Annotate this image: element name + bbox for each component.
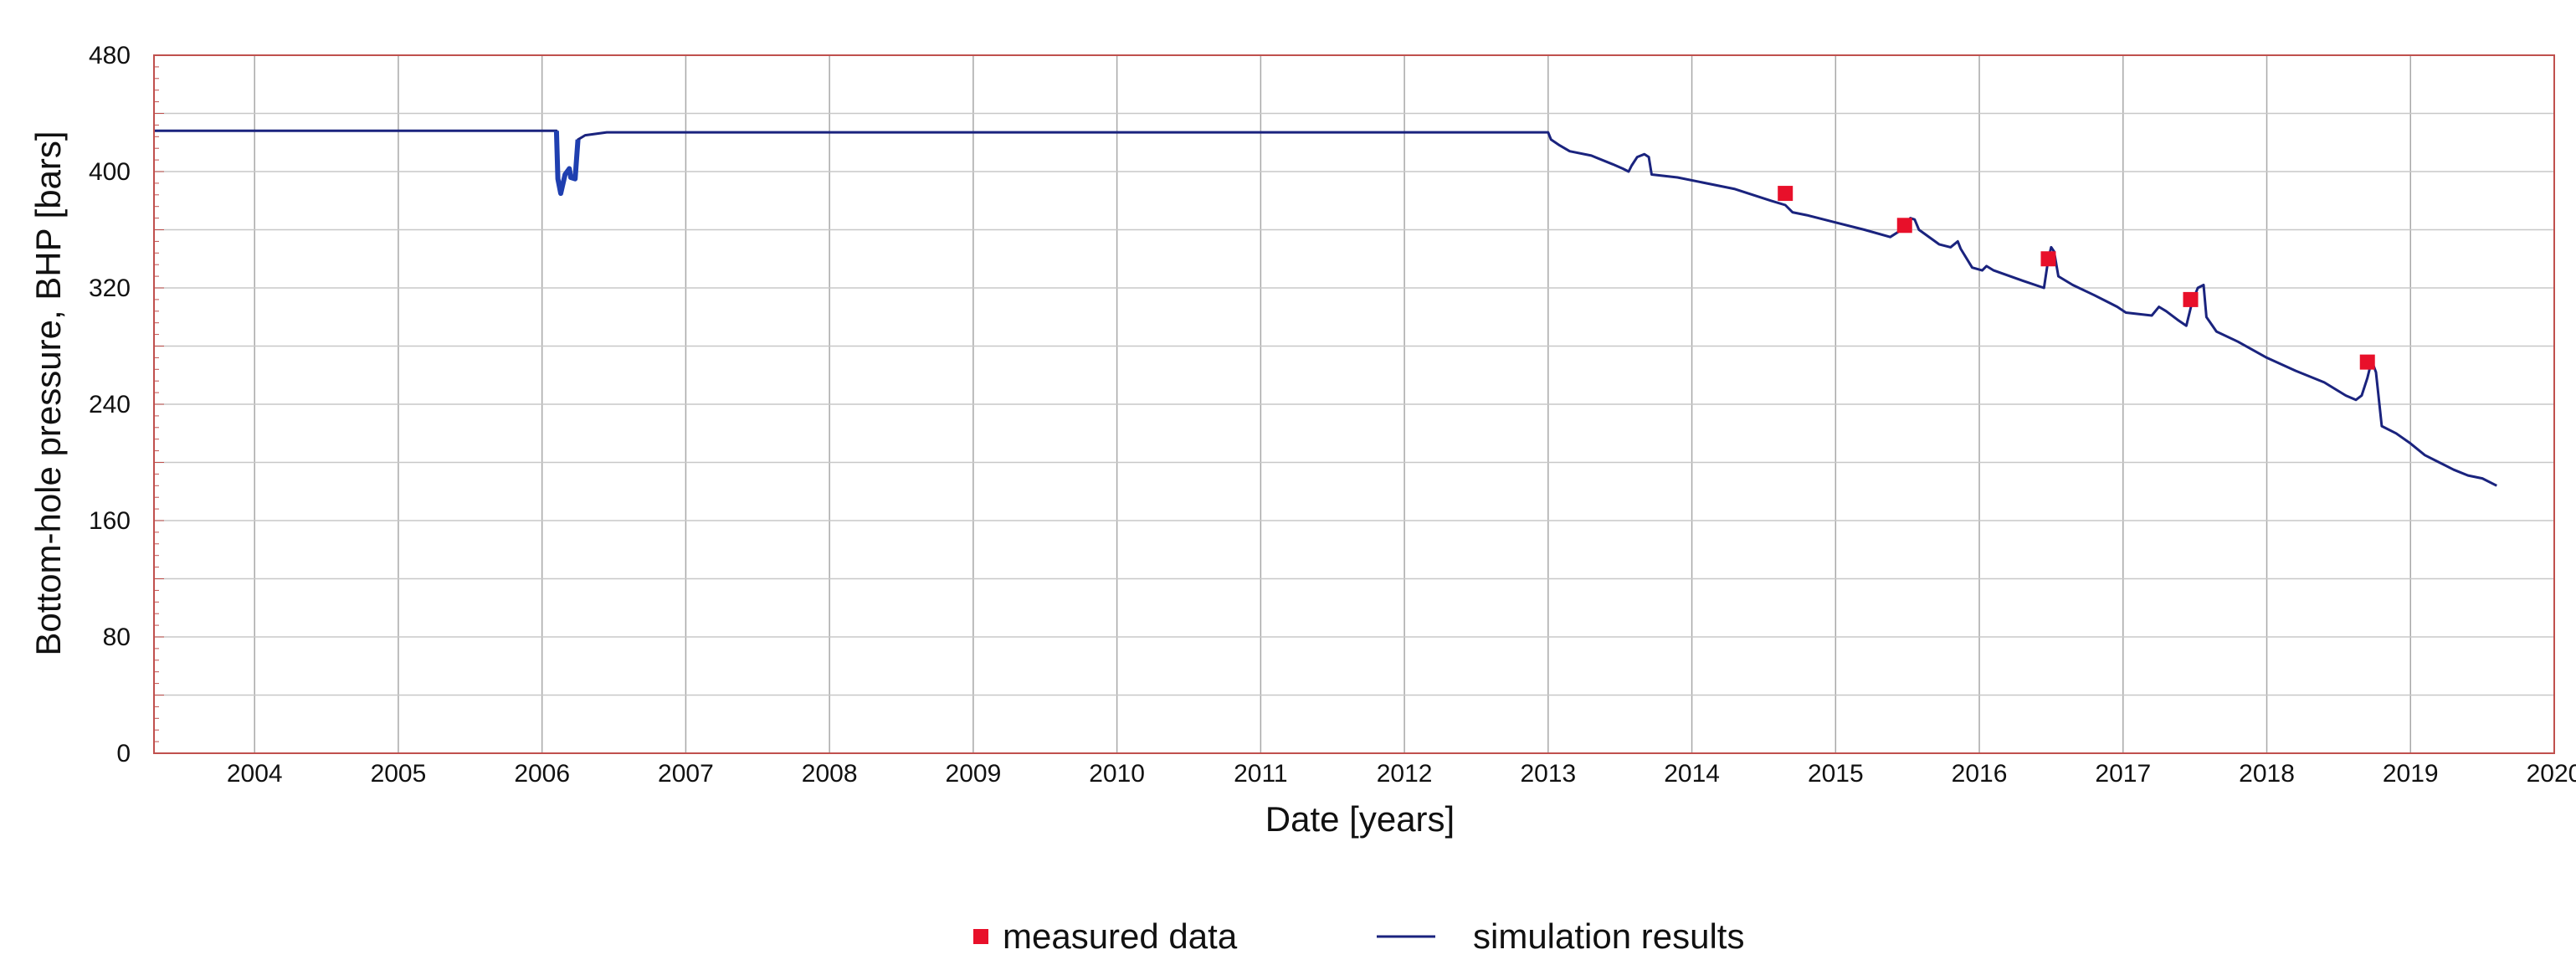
legend: measured data simulation results [973,916,1744,956]
x-tick-label: 2013 [1520,760,1576,788]
measured-point [2040,251,2056,267]
x-axis-title: Date [years] [1265,799,1455,839]
plot-frame [153,54,2555,754]
simulation-line [154,129,2497,487]
measured-point [1896,218,1912,234]
measured-point [1778,186,1793,202]
grid [154,55,2554,753]
x-tick-label: 2010 [1089,760,1145,788]
x-tick-label: 2017 [2095,760,2151,788]
x-tick-labels: 2004 2005 2006 2007 2008 2009 2010 2011 2012 2013… [227,760,2576,788]
simulation-series [154,129,2497,487]
simulation-dip [553,131,581,197]
y-tick-label: 480 [89,42,131,69]
measured-point [2359,354,2375,370]
x-tick-label: 2007 [658,760,714,788]
x-tick-label: 2006 [514,760,570,788]
y-tick-label: 400 [89,158,131,186]
legend-label-measured: measured data [1003,916,1238,956]
y-tick-label: 0 [116,740,131,767]
y-tick-label: 160 [89,507,131,535]
x-tick-label: 2011 [1234,760,1288,788]
y-tick-label: 240 [89,391,131,418]
x-tick-label: 2008 [802,760,858,788]
x-tick-label: 2004 [227,760,283,788]
legend-marker-measured [973,929,988,944]
x-tick-label: 2012 [1377,760,1433,788]
x-tick-label: 2005 [371,760,427,788]
legend-label-simulation: simulation results [1473,916,1744,956]
measured-point [2183,291,2199,307]
y-tick-label: 320 [89,275,131,302]
y-tick-labels: 0 80 160 240 320 400 480 [89,42,131,767]
x-tick-label: 2009 [946,760,1002,788]
x-tick-label: 2019 [2383,760,2439,788]
x-tick-label: 2016 [1952,760,2008,788]
x-tick-label: 2014 [1664,760,1720,788]
x-tick-label: 2015 [1808,760,1864,788]
x-tick-label: 2018 [2239,760,2295,788]
x-tick-label: 2020 [2527,760,2576,788]
measured-series [1778,186,2375,370]
y-axis-title: Bottom-hole pressure, BHP [bars] [28,131,68,655]
y-tick-label: 80 [103,624,131,651]
